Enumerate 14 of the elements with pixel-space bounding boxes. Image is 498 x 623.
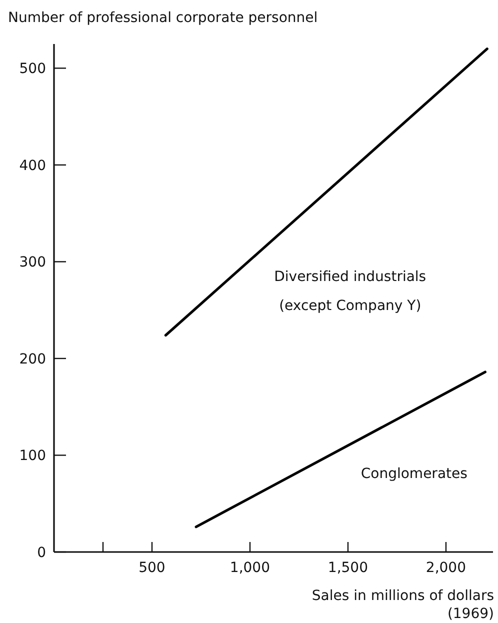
y-tick-label: 100 [19,448,46,464]
y-tick-label: 0 [37,544,46,561]
y-axis-title: Number of professional corporate personnel [8,10,318,26]
x-axis-title: Sales in millions of dollars (1969) [312,588,494,622]
x-tick-label: 1,000 [230,560,270,576]
y-tick-label: 300 [19,254,46,271]
x-tick-label: 500 [138,560,166,576]
series-label: Conglomerates [360,466,468,482]
x-tick-label: 1,500 [328,560,368,576]
x-tick-label: 2,000 [426,560,466,576]
y-tick-label: 500 [19,61,46,78]
series-label: Diversified industrials (except Company Y) [274,269,426,314]
y-tick-label: 200 [19,351,46,368]
y-tick-label: 400 [19,158,46,174]
